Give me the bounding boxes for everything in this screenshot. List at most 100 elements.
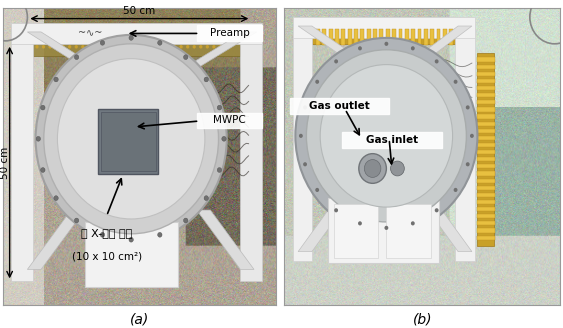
Bar (360, 29, 364, 45)
Circle shape (114, 45, 117, 49)
Circle shape (204, 196, 208, 200)
Text: (10 x 10 cm²): (10 x 10 cm²) (72, 252, 142, 262)
Bar (477, 122, 495, 126)
Circle shape (320, 65, 453, 207)
Circle shape (100, 233, 105, 237)
Circle shape (101, 45, 104, 49)
Bar (477, 72, 495, 76)
Circle shape (296, 38, 477, 234)
Bar (316, 29, 320, 45)
Text: 50 cm: 50 cm (123, 6, 155, 16)
Text: ~∿~: ~∿~ (78, 29, 102, 38)
Circle shape (41, 105, 45, 110)
Bar (293, 29, 312, 260)
Bar (341, 29, 345, 45)
Circle shape (435, 59, 439, 64)
FancyBboxPatch shape (196, 25, 262, 41)
Circle shape (222, 136, 226, 141)
Bar (354, 29, 358, 45)
Bar (477, 164, 495, 169)
Text: 50 cm: 50 cm (0, 146, 10, 179)
Bar (405, 29, 409, 45)
Polygon shape (298, 26, 373, 68)
Circle shape (160, 45, 163, 49)
Circle shape (204, 77, 208, 82)
Circle shape (306, 50, 466, 222)
Bar (386, 204, 431, 257)
Bar (477, 93, 495, 97)
Polygon shape (196, 210, 254, 269)
Bar (477, 157, 495, 161)
Circle shape (54, 196, 58, 200)
Bar (399, 29, 403, 45)
Circle shape (358, 46, 362, 51)
Circle shape (385, 42, 388, 46)
Bar (329, 29, 333, 45)
Bar (477, 143, 495, 147)
Bar (455, 29, 475, 260)
Bar (477, 53, 494, 246)
FancyBboxPatch shape (196, 113, 262, 128)
Circle shape (57, 59, 205, 219)
Circle shape (435, 208, 439, 212)
Bar (477, 193, 495, 197)
Bar (335, 29, 339, 45)
Bar (477, 178, 495, 183)
Circle shape (74, 218, 79, 223)
Bar (33, 38, 240, 56)
Circle shape (36, 136, 41, 141)
Bar (424, 29, 428, 45)
Bar (240, 29, 262, 281)
Circle shape (212, 45, 216, 49)
Circle shape (315, 188, 319, 192)
Bar (477, 100, 495, 104)
Circle shape (364, 160, 381, 177)
Circle shape (61, 45, 65, 49)
Circle shape (48, 45, 52, 49)
Circle shape (454, 80, 458, 84)
Bar (477, 79, 495, 83)
Circle shape (158, 40, 162, 45)
Bar (323, 29, 326, 45)
Bar (436, 29, 440, 45)
Text: 연 X-선용 필터: 연 X-선용 필터 (81, 228, 132, 238)
FancyBboxPatch shape (290, 97, 389, 113)
Bar (477, 172, 495, 175)
Bar (477, 236, 495, 240)
Circle shape (303, 105, 307, 110)
Circle shape (173, 45, 176, 49)
Bar (477, 200, 495, 204)
Circle shape (199, 45, 203, 49)
Circle shape (299, 134, 303, 138)
Circle shape (100, 40, 105, 45)
Text: MWPC: MWPC (213, 115, 246, 125)
Bar (84, 222, 177, 287)
Bar (312, 29, 464, 44)
Bar (11, 23, 262, 44)
Polygon shape (28, 32, 106, 73)
Circle shape (334, 59, 338, 64)
Bar (477, 86, 495, 90)
Circle shape (167, 45, 169, 49)
Circle shape (120, 45, 124, 49)
Bar (477, 136, 495, 140)
Circle shape (153, 45, 157, 49)
Bar (11, 29, 33, 281)
Bar (99, 109, 158, 174)
Circle shape (217, 105, 222, 110)
Circle shape (411, 221, 415, 225)
Circle shape (470, 134, 474, 138)
Circle shape (184, 55, 188, 60)
Bar (430, 29, 434, 45)
Bar (367, 29, 370, 45)
Bar (379, 29, 383, 45)
Circle shape (466, 105, 470, 110)
Bar (477, 65, 495, 69)
Text: Gas outlet: Gas outlet (309, 101, 370, 111)
Circle shape (411, 46, 415, 51)
Bar (477, 229, 495, 233)
Circle shape (127, 45, 130, 49)
Bar (101, 112, 156, 172)
Text: (a): (a) (130, 312, 149, 326)
Circle shape (133, 45, 137, 49)
